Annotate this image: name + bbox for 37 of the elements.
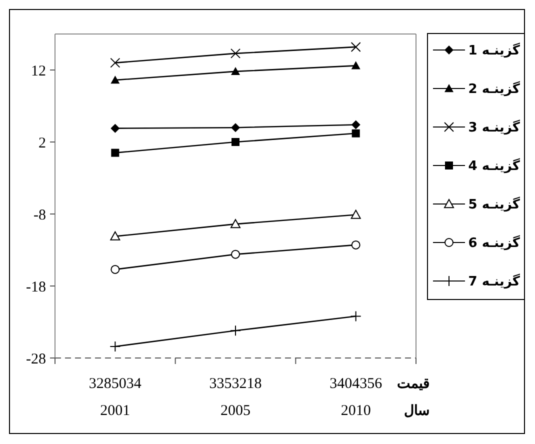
- y-tick-label: -18: [26, 279, 46, 296]
- legend-label: گزینـه 1: [468, 42, 520, 59]
- point: [351, 61, 360, 70]
- legend-label: گزینـه 6: [468, 235, 520, 252]
- point: [110, 76, 120, 84]
- point: [110, 58, 120, 68]
- legend-label: گزینـه 4: [468, 158, 520, 174]
- x-tick-label: 3285034 2001: [88, 376, 142, 419]
- point: [352, 129, 360, 138]
- point: [350, 42, 361, 52]
- point: [351, 120, 360, 130]
- point: [231, 66, 240, 76]
- point: [232, 138, 240, 146]
- point: [351, 240, 360, 250]
- point: [110, 340, 121, 352]
- point: [350, 210, 361, 219]
- point: [231, 250, 240, 259]
- x-tick-label: 3404356 2010: [330, 376, 383, 419]
- point: [111, 148, 120, 157]
- legend-label: گزینـه 3: [468, 120, 520, 136]
- point: [230, 48, 240, 58]
- y-tick-label: -28: [26, 351, 46, 368]
- point: [230, 219, 240, 228]
- legend-label: گزینـه 7: [468, 274, 520, 290]
- legend-label: گزینـه 5: [468, 196, 520, 213]
- x-axis-title: قیمت سال: [397, 375, 430, 418]
- point: [230, 325, 241, 336]
- y-tick-label: 2: [38, 135, 46, 152]
- point: [110, 124, 120, 133]
- point: [350, 310, 362, 322]
- point: [110, 264, 120, 274]
- x-tick-label: 3353218 2005: [209, 376, 262, 419]
- y-tick-label: 12: [31, 63, 46, 80]
- point: [231, 123, 240, 132]
- point: [110, 231, 120, 240]
- y-tick-label: -8: [34, 207, 46, 224]
- legend-label: گزینـه 2: [468, 81, 520, 98]
